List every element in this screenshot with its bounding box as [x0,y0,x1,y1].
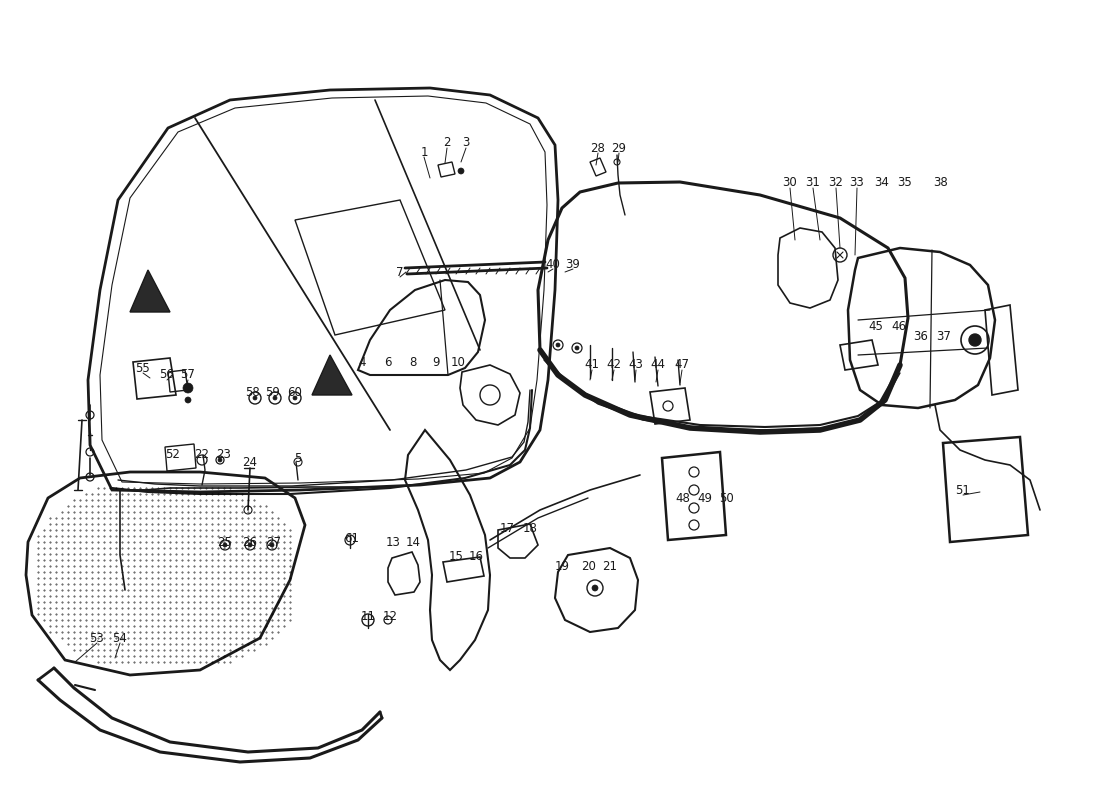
Text: 58: 58 [244,386,260,399]
Text: 10: 10 [451,355,465,369]
Text: 38: 38 [934,177,948,190]
Text: 47: 47 [674,358,690,371]
Text: 23: 23 [217,449,231,462]
Circle shape [253,396,257,400]
Circle shape [575,346,579,350]
Text: 52: 52 [166,449,180,462]
Text: 44: 44 [650,358,666,371]
Text: 43: 43 [628,358,643,371]
Text: 48: 48 [675,491,691,505]
Text: 9: 9 [432,355,440,369]
Circle shape [969,334,981,346]
Text: 21: 21 [603,559,617,573]
Text: 4: 4 [359,355,365,369]
Text: 12: 12 [383,610,397,622]
Text: 19: 19 [554,559,570,573]
Text: 8: 8 [409,355,417,369]
Polygon shape [130,270,170,312]
Text: 51: 51 [956,483,970,497]
Text: 53: 53 [89,631,104,645]
Text: 61: 61 [344,531,360,545]
Circle shape [592,585,598,591]
Text: 46: 46 [891,321,906,334]
Text: 25: 25 [218,537,232,550]
Text: 11: 11 [361,610,375,622]
Text: 16: 16 [469,550,484,562]
Text: 7: 7 [396,266,404,278]
Text: 28: 28 [591,142,605,154]
Text: 42: 42 [606,358,621,371]
Text: 13: 13 [386,537,400,550]
Circle shape [293,396,297,400]
Circle shape [183,383,192,393]
Text: 40: 40 [546,258,560,270]
Text: 6: 6 [384,355,392,369]
Circle shape [270,543,274,547]
Text: 3: 3 [462,137,470,150]
Text: 56: 56 [160,369,175,382]
Text: 29: 29 [612,142,627,154]
Text: 33: 33 [849,177,865,190]
Text: 41: 41 [584,358,600,371]
Circle shape [218,458,222,462]
Text: 60: 60 [287,386,303,399]
Text: 36: 36 [914,330,928,343]
Text: 50: 50 [719,491,735,505]
Text: 49: 49 [697,491,713,505]
Circle shape [248,543,252,547]
Text: 27: 27 [266,537,282,550]
Polygon shape [312,355,352,395]
Text: 55: 55 [135,362,151,374]
Text: 54: 54 [112,631,128,645]
Circle shape [223,543,227,547]
Text: 32: 32 [828,177,844,190]
Text: 5: 5 [295,451,301,465]
Text: 37: 37 [936,330,952,343]
Text: 17: 17 [499,522,515,534]
Text: 45: 45 [869,321,883,334]
Circle shape [458,168,464,174]
Text: 39: 39 [565,258,581,270]
Circle shape [273,396,277,400]
Text: 22: 22 [195,449,209,462]
Text: 18: 18 [522,522,538,534]
Circle shape [556,343,560,347]
Text: 30: 30 [782,177,797,190]
Text: 26: 26 [242,537,257,550]
Text: 34: 34 [874,177,890,190]
Circle shape [185,397,191,403]
Text: 35: 35 [898,177,912,190]
Text: 31: 31 [805,177,821,190]
Text: 2: 2 [443,137,451,150]
Text: 59: 59 [265,386,280,399]
Text: 15: 15 [449,550,463,562]
Text: 24: 24 [242,457,257,470]
Text: 57: 57 [180,369,196,382]
Text: 20: 20 [582,559,596,573]
Text: 1: 1 [420,146,428,158]
Text: 14: 14 [406,537,420,550]
